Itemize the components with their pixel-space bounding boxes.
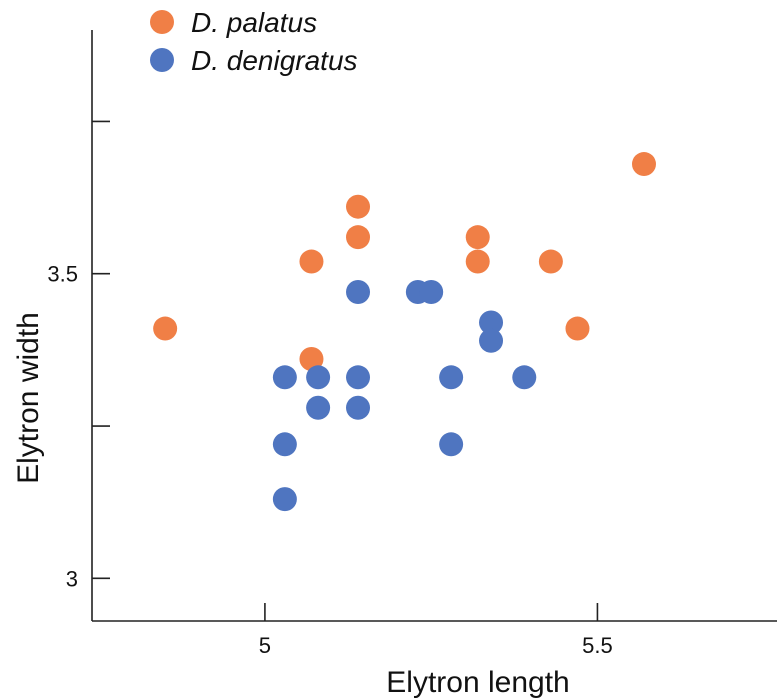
point-d-denigratus — [306, 395, 331, 420]
axes — [91, 30, 777, 622]
legend-label-1: D. denigratus — [191, 45, 358, 76]
y-ticks: 33.5 — [47, 120, 110, 591]
point-d-denigratus — [272, 487, 297, 512]
y-axis-label: Elytron width — [12, 312, 45, 484]
point-d-denigratus — [439, 365, 464, 390]
legend-marker-1 — [150, 48, 174, 72]
point-d-palatus — [299, 249, 324, 274]
point-d-denigratus — [346, 279, 371, 304]
y-tick-label: 3 — [66, 566, 78, 591]
point-d-palatus — [346, 225, 371, 250]
y-tick-label: 3.5 — [47, 262, 78, 287]
point-d-palatus — [299, 347, 324, 372]
legend-marker-0 — [150, 10, 174, 34]
point-d-denigratus — [306, 365, 331, 390]
legend-label-0: D. palatus — [191, 7, 317, 38]
x-tick-label: 5.5 — [582, 633, 613, 658]
point-d-palatus — [631, 152, 656, 177]
point-d-palatus — [465, 249, 490, 274]
point-d-denigratus — [479, 328, 504, 353]
point-d-denigratus — [272, 432, 297, 457]
point-d-denigratus — [346, 365, 371, 390]
point-d-palatus — [565, 316, 590, 341]
point-d-palatus — [346, 194, 371, 219]
x-tick-label: 5 — [259, 633, 271, 658]
point-d-denigratus — [512, 365, 537, 390]
legend: D. palatus D. denigratus — [150, 7, 358, 76]
x-axis-label: Elytron length — [386, 666, 569, 699]
point-d-denigratus — [419, 279, 444, 304]
point-d-palatus — [153, 316, 178, 341]
x-ticks: 5 5.5 — [259, 603, 613, 658]
point-d-palatus — [465, 225, 490, 250]
point-d-denigratus — [479, 310, 504, 335]
point-d-palatus — [538, 249, 563, 274]
point-d-denigratus — [272, 365, 297, 390]
point-d-denigratus — [439, 432, 464, 457]
point-d-denigratus — [346, 395, 371, 420]
data-points — [153, 152, 656, 512]
